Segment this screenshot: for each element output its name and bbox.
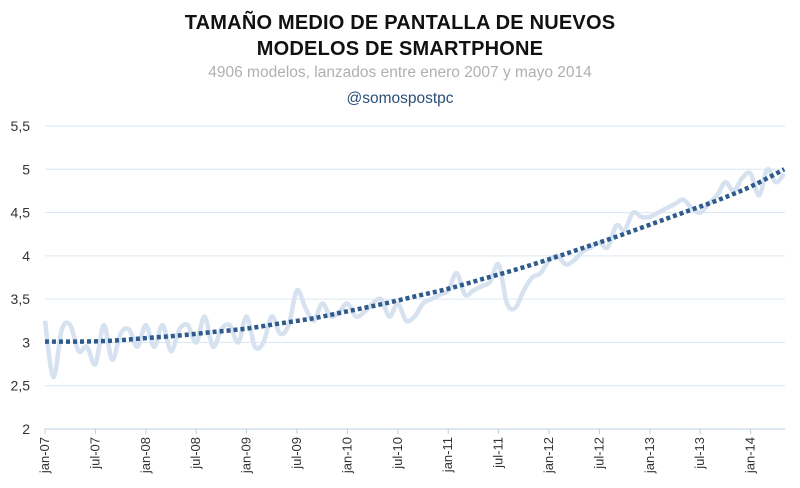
x-tick-label: jul-09 (289, 437, 304, 470)
x-tick-label: jul-07 (87, 437, 102, 470)
x-tick-label: jan-12 (541, 437, 556, 474)
chart-handle: @somospostpc (346, 90, 454, 107)
chart-title-line-2: MODELOS DE SMARTPHONE (256, 38, 544, 60)
x-tick-label: jul-11 (491, 437, 506, 469)
x-tick-label: jan-10 (339, 437, 354, 474)
x-tick-label: jan-11 (440, 437, 455, 473)
series-line-trend (44, 167, 786, 344)
y-tick-label: 3,5 (11, 291, 31, 307)
x-tick-label: jan-13 (642, 437, 657, 474)
x-tick-label: jul-08 (188, 437, 203, 470)
y-tick-label: 2,5 (11, 378, 31, 394)
x-tick-label: jul-13 (692, 437, 707, 470)
y-tick-label: 5,5 (11, 118, 31, 134)
chart-subtitle: 4906 modelos, lanzados entre enero 2007 … (208, 64, 592, 81)
x-tick-label: jul-12 (591, 437, 606, 470)
y-tick-label: 2 (22, 421, 30, 437)
y-tick-label: 5 (22, 161, 30, 177)
y-tick-label: 4,5 (11, 205, 31, 221)
y-tick-label: 3 (22, 334, 30, 350)
x-tick-label: jul-10 (390, 437, 405, 470)
x-tick-label: jan-14 (743, 437, 758, 474)
chart-title-line-1: TAMAÑO MEDIO DE PANTALLA DE NUEVOS (184, 12, 616, 34)
y-tick-label: 4 (22, 248, 30, 264)
x-tick-label: jan-08 (138, 437, 153, 474)
series-line-average (42, 166, 786, 380)
x-tick-label: jan-09 (239, 437, 254, 474)
x-tick-label: jan-07 (37, 437, 52, 474)
